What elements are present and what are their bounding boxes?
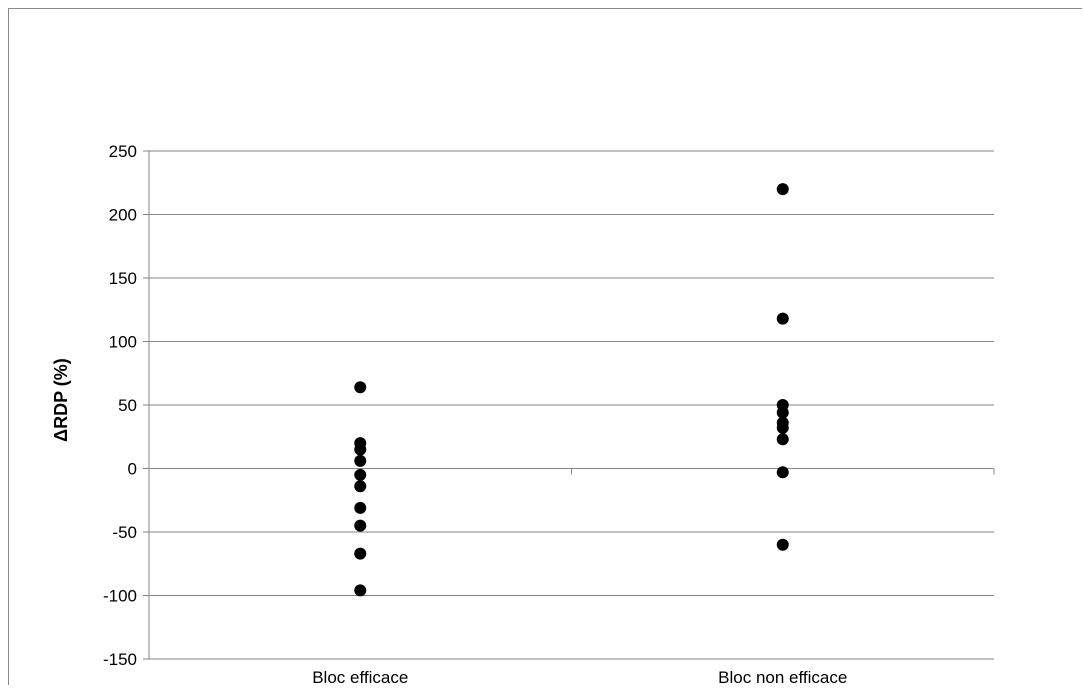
- y-tick-label: -150: [103, 650, 137, 669]
- y-tick-label: -100: [103, 587, 137, 606]
- y-tick-label: 100: [109, 333, 137, 352]
- data-point: [354, 584, 367, 597]
- data-point: [354, 480, 367, 493]
- y-tick-label: -50: [112, 523, 137, 542]
- y-tick-label: 50: [118, 396, 137, 415]
- data-points: [354, 183, 789, 597]
- scatter-chart: 250 200 150 100 50 0 -50 -100 -150 Bloc efficace…: [51, 142, 995, 687]
- data-point: [354, 519, 367, 532]
- data-point: [776, 312, 789, 325]
- y-tick-label: 200: [109, 206, 137, 225]
- y-tick-label: 150: [109, 269, 137, 288]
- chart-frame: 250 200 150 100 50 0 -50 -100 -150 Bloc efficace…: [8, 8, 1082, 687]
- data-point: [354, 381, 367, 394]
- data-point: [354, 468, 367, 481]
- data-point: [354, 443, 367, 456]
- y-tick-labels: 250 200 150 100 50 0 -50 -100 -150: [103, 142, 137, 669]
- grid-lines: [143, 150, 994, 660]
- data-point: [776, 183, 789, 196]
- y-axis-title: ΔRDP (%): [51, 358, 71, 442]
- data-point: [354, 547, 367, 560]
- data-point: [776, 466, 789, 479]
- data-point: [776, 421, 789, 434]
- data-point: [354, 501, 367, 514]
- data-point: [776, 406, 789, 419]
- y-tick-label: 250: [109, 142, 137, 161]
- x-tick-labels: Bloc efficace Bloc non efficace: [312, 668, 847, 687]
- data-point: [776, 433, 789, 446]
- x-tick-label: Bloc non efficace: [718, 668, 847, 686]
- axes: [148, 151, 995, 659]
- data-point: [354, 454, 367, 467]
- x-tick-label: Bloc efficace: [312, 668, 408, 686]
- y-tick-label: 0: [128, 460, 137, 479]
- data-point: [776, 538, 789, 551]
